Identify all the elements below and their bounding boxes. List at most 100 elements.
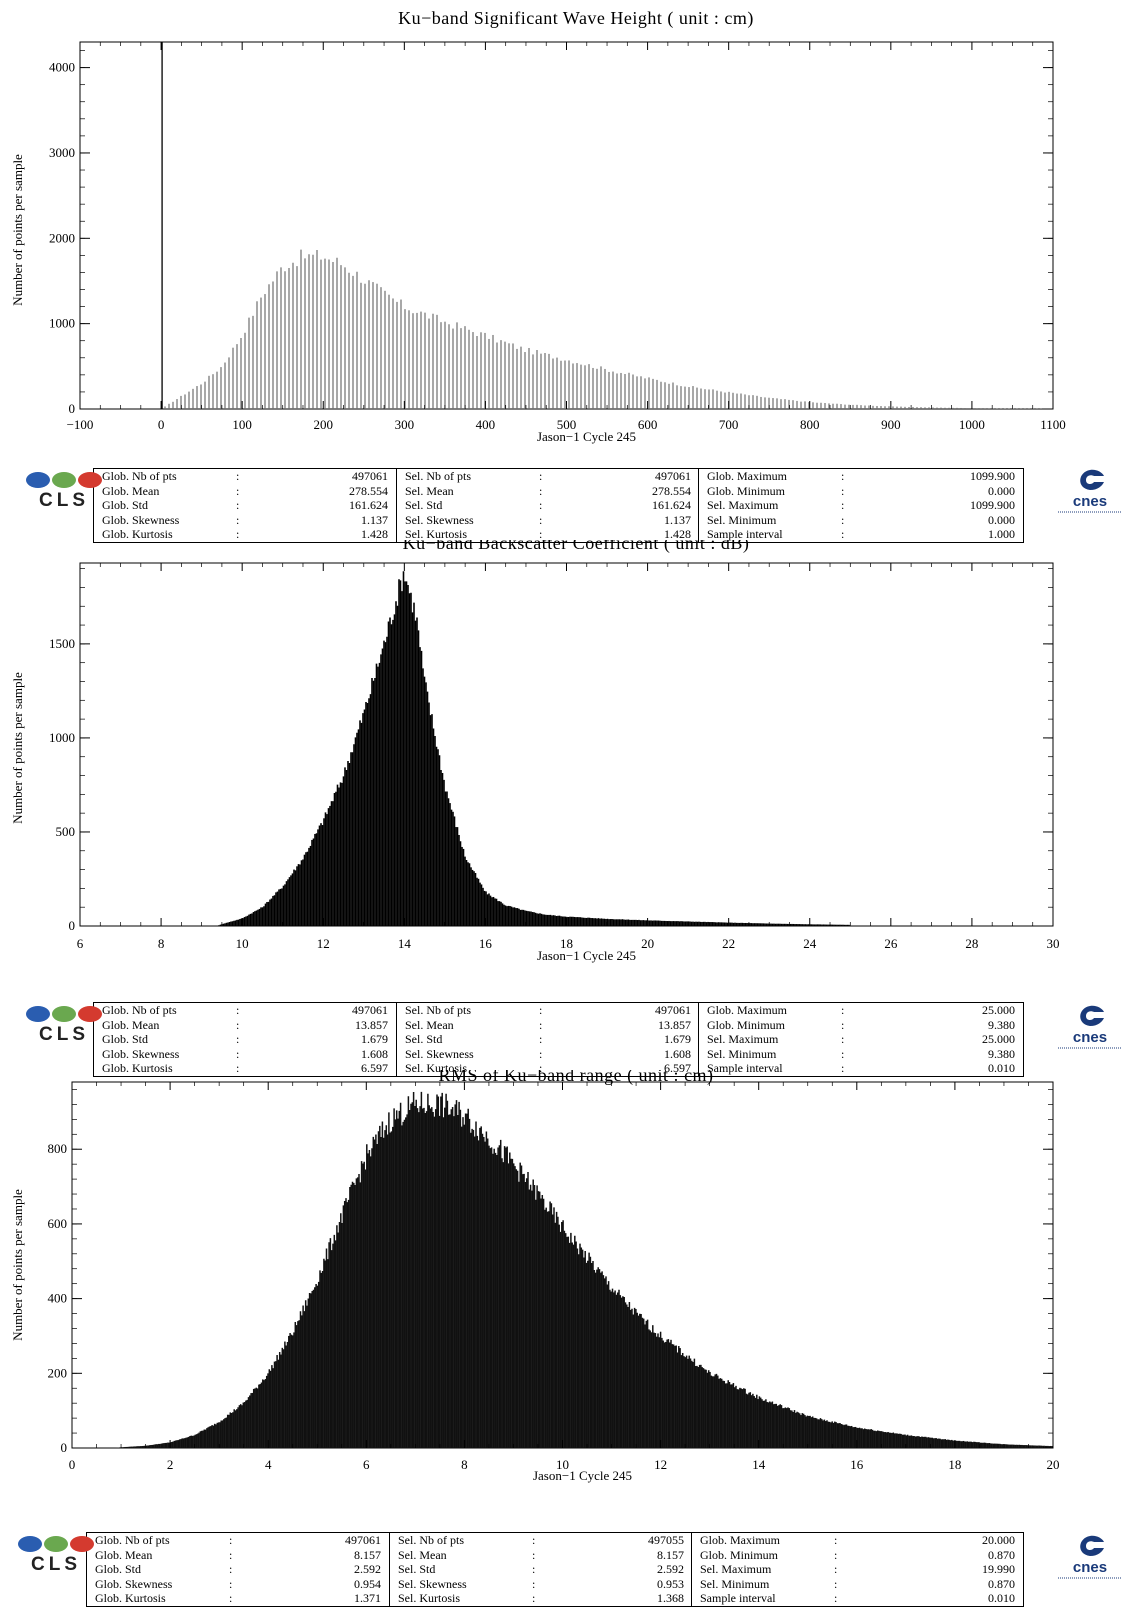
x-axis-label: Jason−1 Cycle 245 [537,429,636,444]
stat-label: Sel. Std [405,498,443,513]
stat-label: Sel. Skewness [405,1046,474,1061]
cnes-logo-graphic: cnes [1058,1535,1122,1579]
x-tick-label: 12 [654,1457,667,1472]
stat-value: 278.554 [349,483,388,498]
stats-row: Glob. Kurtosis: 6.597 [94,1061,396,1076]
x-axis-label: Jason−1 Cycle 245 [537,948,636,963]
stats-row: Sel. Std: 1.679 [397,1032,699,1047]
stats-row: Glob. Minimum: 9.380 [699,1018,1023,1033]
stats-row: Glob. Maximum: 1099.900 [699,469,1023,484]
stats-column: Sel. Nb of pts:497055 Sel. Mean:8.157 Sel.… [389,1533,692,1606]
chart-title: RMS of Ku−band range ( unit : cm) [438,1070,713,1086]
x-tick-label: 300 [395,417,415,432]
y-tick-label: 200 [48,1365,68,1380]
stat-value: 8.157 [657,1547,684,1562]
stats-table: Glob. Nb of pts: 497061 Glob. Mean: 278.554… [93,468,1024,543]
cls-logo-graphic: CLS [18,1536,94,1575]
stat-colon: : [229,1533,233,1547]
stat-label: Sample interval [707,527,783,542]
x-tick-label: 20 [641,936,654,951]
stat-value: 6.597 [361,1061,388,1076]
stat-label: Sel. Mean [398,1547,447,1562]
x-tick-label: 18 [948,1457,961,1472]
x-tick-label: 30 [1047,936,1060,951]
stat-label: Sample interval [707,1061,783,1076]
y-axis-label: Number of points per sample [10,672,25,824]
cls-logo: CLS [24,470,104,516]
x-tick-label: 8 [461,1457,468,1472]
stats-row: Sel. Std: 2.592 [390,1562,692,1577]
stat-value: 0.010 [988,1591,1015,1606]
stat-value: 1.679 [664,1032,691,1047]
stats-column: Glob. Nb of pts: 497061 Glob. Mean: 278.554… [94,469,396,542]
stats-row: Sel. Maximum: 19.990 [692,1562,1023,1577]
stat-colon: : [539,498,543,513]
x-tick-label: 14 [752,1457,766,1472]
stat-value: 2.592 [354,1562,381,1577]
y-tick-label: 1000 [49,730,75,745]
histogram-bars [216,571,850,926]
stats-row: Glob. Mean: 278.554 [94,484,396,499]
stat-label: Sel. Kurtosis [405,1061,468,1076]
x-tick-label: 4 [265,1457,272,1472]
x-tick-label: 1000 [959,417,985,432]
stat-colon: : [236,469,240,483]
stat-value: 1099.900 [970,498,1015,513]
stats-row: Glob. Maximum: 20.000 [692,1533,1023,1548]
stat-colon: : [841,1032,845,1047]
stat-label: Glob. Skewness [102,512,180,527]
stat-label: Glob. Nb of pts [102,1003,177,1017]
stat-value: 1.137 [361,512,388,527]
stat-value: 1.137 [664,512,691,527]
stats-row: Sample interval: 0.010 [692,1591,1023,1606]
stat-value: 1.428 [361,527,388,542]
stat-label: Glob. Std [102,1032,149,1047]
stat-colon: : [539,1061,543,1076]
stat-colon: : [841,1017,845,1032]
x-tick-label: 16 [850,1457,864,1472]
stat-colon: : [834,1533,838,1547]
stat-value: 9.380 [988,1046,1015,1061]
x-tick-label: 18 [560,936,573,951]
stat-colon: : [834,1562,838,1577]
stat-label: Glob. Minimum [707,1017,786,1032]
stat-colon: : [841,483,845,498]
stat-label: Sel. Skewness [398,1576,467,1591]
stat-value: 1.608 [361,1046,388,1061]
red-globe-icon [78,1006,102,1022]
cnes-logo-graphic: cnes [1058,1005,1122,1049]
stat-colon: : [229,1591,233,1606]
x-tick-label: 14 [398,936,412,951]
stat-value: 497061 [345,1533,381,1547]
stat-colon: : [236,1032,240,1047]
cls-logo: CLS [16,1534,96,1580]
stats-row: Sel. Kurtosis: 1.428 [397,527,699,542]
plot-area: −100 0 100 200 300 400 500 600 700 800 900 1000 1100… [10,41,1066,444]
stat-label: Sel. Skewness [405,512,474,527]
stats-row: Sel. Kurtosis: 6.597 [397,1061,699,1076]
stat-value: 1.368 [657,1591,684,1606]
x-tick-label: 10 [236,936,249,951]
stats-row: Glob. Mean: 8.157 [87,1548,389,1563]
stat-colon: : [236,1017,240,1032]
stats-column: Glob. Nb of pts:497061 Glob. Mean:8.157 Gl… [87,1533,389,1606]
stats-row: Sel. Maximum: 25.000 [699,1032,1023,1047]
stat-value: 1099.900 [970,469,1015,483]
panel-swh: Ku−band Significant Wave Height ( unit :… [0,0,1133,543]
stats-row: Sel. Maximum: 1099.900 [699,498,1023,513]
blue-globe-icon [18,1536,42,1552]
stats-row: Glob. Std: 161.624 [94,498,396,513]
y-axis-label: Number of points per sample [10,154,25,306]
y-tick-label: 600 [48,1216,68,1231]
stat-value: 2.592 [657,1562,684,1577]
stat-label: Glob. Mean [95,1547,153,1562]
stat-value: 0.954 [354,1576,381,1591]
x-tick-label: 16 [479,936,493,951]
stat-colon: : [236,483,240,498]
stat-label: Sel. Mean [405,483,454,498]
stat-label: Sel. Kurtosis [398,1591,461,1606]
histogram-bars [164,249,1050,409]
x-tick-label: 400 [476,417,496,432]
stat-colon: : [532,1591,536,1606]
